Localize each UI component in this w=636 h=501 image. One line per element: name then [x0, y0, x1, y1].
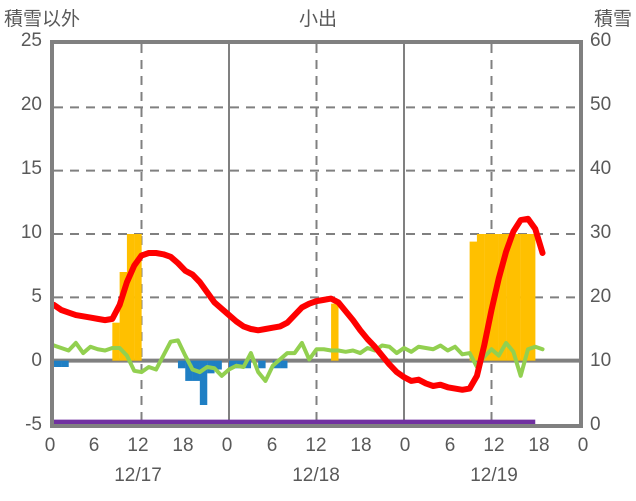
chart-canvas [54, 44, 579, 424]
x-axis-tick: 12 [305, 435, 327, 456]
right-axis-title: 積雪 [593, 9, 632, 30]
x-axis-date-label: 12/19 [470, 465, 518, 486]
x-axis-tick: 12 [483, 435, 505, 456]
x-axis-tick: 12 [127, 435, 149, 456]
y-axis-tick-right: 10 [590, 350, 612, 371]
x-axis-tick: 6 [444, 435, 456, 456]
x-axis-tick: 18 [172, 435, 194, 456]
y-axis-tick-left: 25 [20, 30, 42, 51]
y-axis-tick-left: 5 [31, 286, 42, 307]
x-axis-tick: 0 [399, 435, 411, 456]
y-axis-tick-right: 60 [590, 30, 612, 51]
y-axis-tick-right: 50 [590, 94, 612, 115]
y-axis-tick-right: 20 [590, 286, 612, 307]
y-axis-tick-left: 20 [20, 94, 42, 115]
x-axis-tick: 6 [88, 435, 100, 456]
x-axis-date-label: 12/17 [114, 465, 162, 486]
x-axis-tick: 6 [266, 435, 278, 456]
y-axis-tick-right: 30 [590, 222, 612, 243]
x-axis-tick: 0 [577, 435, 589, 456]
plot-inner [54, 44, 579, 424]
x-axis-tick: 0 [221, 435, 233, 456]
left-axis-title: 積雪以外 [4, 9, 81, 30]
y-axis-tick-left: 0 [31, 350, 42, 371]
plot-area [50, 40, 583, 428]
x-axis-date-label: 12/18 [292, 465, 340, 486]
y-axis-tick-left: 10 [20, 222, 42, 243]
y-axis-tick-right: 40 [590, 158, 612, 179]
x-axis-tick: 18 [350, 435, 372, 456]
x-axis-tick: 0 [44, 435, 56, 456]
y-axis-tick-right: 0 [590, 414, 601, 435]
y-axis-tick-left: -5 [25, 414, 42, 435]
chart-title: 小出 [298, 9, 337, 30]
x-axis-tick: 18 [528, 435, 550, 456]
y-axis-tick-left: 15 [20, 158, 42, 179]
